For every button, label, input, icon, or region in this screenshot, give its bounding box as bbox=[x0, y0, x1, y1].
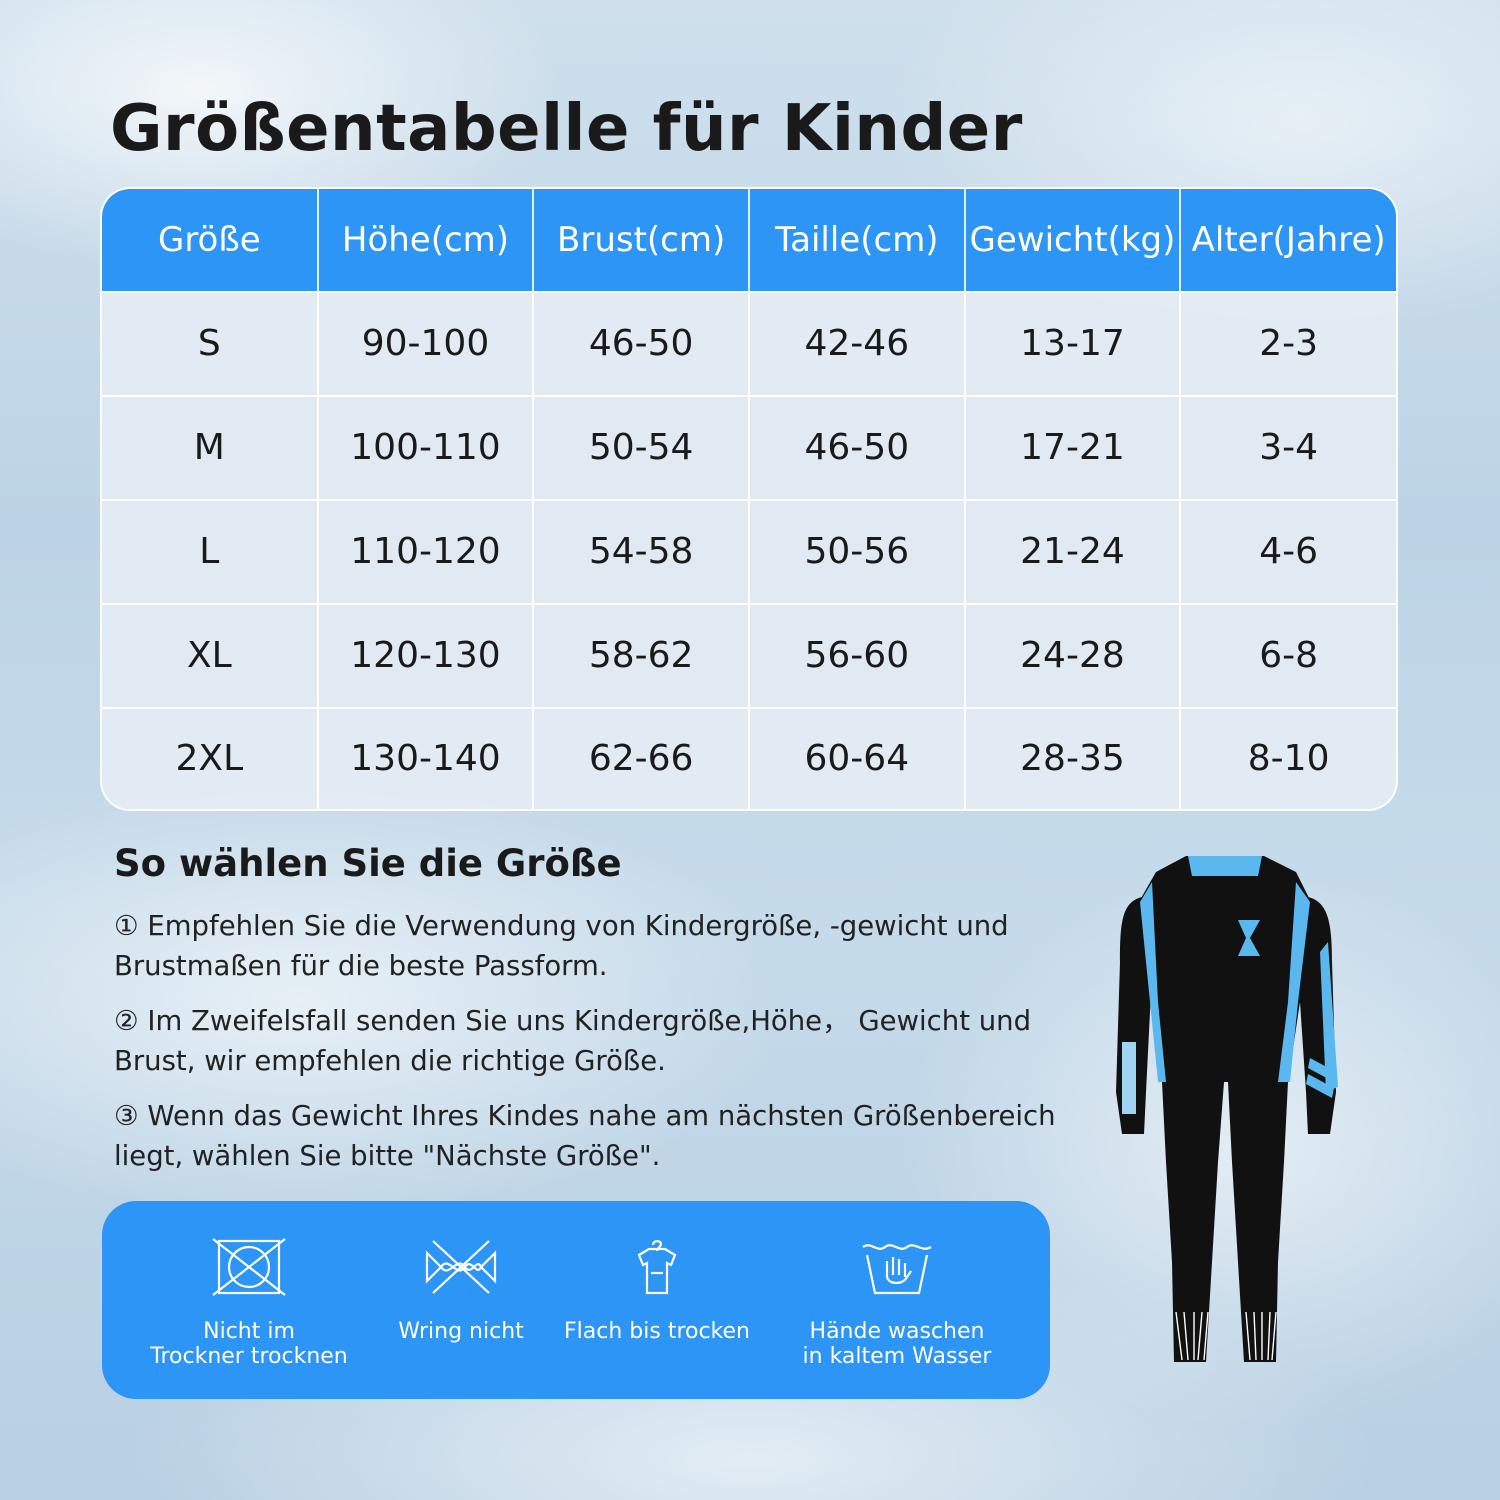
guide-item-3: ③ Wenn das Gewicht Ihres Kindes nahe am … bbox=[114, 1100, 1056, 1172]
cell-weight: 21-24 bbox=[964, 498, 1182, 604]
cell-height: 120-130 bbox=[317, 602, 535, 708]
cell-waist: 60-64 bbox=[748, 706, 966, 809]
care-item-no-wring: Wring nicht bbox=[356, 1237, 566, 1344]
guide-title: So wählen Sie die Größe bbox=[114, 842, 622, 885]
guide-item-2: ② Im Zweifelsfall senden Sie uns Kinderg… bbox=[114, 1005, 1032, 1077]
cell-size: 2XL bbox=[102, 706, 319, 809]
header-waist: Taille(cm) bbox=[748, 189, 966, 292]
cell-weight: 28-35 bbox=[964, 706, 1182, 809]
cell-chest: 50-54 bbox=[533, 394, 750, 500]
table-row: XL 120-130 58-62 56-60 24-28 6-8 bbox=[102, 602, 1396, 708]
table-row: S 90-100 46-50 42-46 13-17 2-3 bbox=[102, 291, 1396, 396]
cell-age: 3-4 bbox=[1180, 394, 1396, 500]
size-chart-table: Größe Höhe(cm) Brust(cm) Taille(cm) Gewi… bbox=[100, 187, 1398, 811]
cell-chest: 46-50 bbox=[533, 291, 750, 396]
dry-flat-icon bbox=[637, 1240, 677, 1295]
header-chest: Brust(cm) bbox=[533, 189, 750, 292]
cell-waist: 42-46 bbox=[748, 291, 966, 396]
cell-waist: 56-60 bbox=[748, 602, 966, 708]
page-title: Größentabelle für Kinder bbox=[110, 92, 1023, 166]
cell-chest: 54-58 bbox=[533, 498, 750, 604]
cell-weight: 17-21 bbox=[964, 394, 1182, 500]
header-weight: Gewicht(kg) bbox=[964, 189, 1182, 292]
table-row: M 100-110 50-54 46-50 17-21 3-4 bbox=[102, 394, 1396, 500]
care-item-hand-wash: Hände waschen in kaltem Wasser bbox=[792, 1237, 1002, 1369]
cell-chest: 58-62 bbox=[533, 602, 750, 708]
care-label-dry-flat: Flach bis trocken bbox=[564, 1319, 750, 1344]
cell-waist: 50-56 bbox=[748, 498, 966, 604]
care-item-dry-flat: Flach bis trocken bbox=[552, 1237, 762, 1344]
cell-age: 6-8 bbox=[1180, 602, 1396, 708]
cell-size: L bbox=[102, 498, 319, 604]
cell-size: XL bbox=[102, 602, 319, 708]
table-row: 2XL 130-140 62-66 60-64 28-35 8-10 bbox=[102, 706, 1396, 809]
cell-age: 4-6 bbox=[1180, 498, 1396, 604]
wetsuit-image bbox=[1116, 856, 1338, 1362]
cell-size: S bbox=[102, 291, 319, 396]
cell-size: M bbox=[102, 394, 319, 500]
header-height: Höhe(cm) bbox=[317, 189, 535, 292]
no-tumble-dry-icon bbox=[212, 1238, 286, 1296]
table-row: L 110-120 54-58 50-56 21-24 4-6 bbox=[102, 498, 1396, 604]
no-wring-icon bbox=[425, 1240, 497, 1294]
care-label-no-tumble-dry: Nicht im Trockner trocknen bbox=[150, 1319, 348, 1369]
cell-weight: 13-17 bbox=[964, 291, 1182, 396]
hand-wash-icon bbox=[862, 1244, 932, 1295]
cell-height: 130-140 bbox=[317, 706, 535, 809]
care-label-no-wring: Wring nicht bbox=[398, 1319, 524, 1344]
cell-height: 100-110 bbox=[317, 394, 535, 500]
care-instructions-panel: Nicht im Trockner trocknen Wring nicht F… bbox=[102, 1201, 1050, 1399]
cell-waist: 46-50 bbox=[748, 394, 966, 500]
cell-age: 8-10 bbox=[1180, 706, 1396, 809]
care-item-no-tumble-dry: Nicht im Trockner trocknen bbox=[144, 1237, 354, 1369]
guide-item-1: ① Empfehlen Sie die Verwendung von Kinde… bbox=[114, 910, 1009, 982]
header-age: Alter(Jahre) bbox=[1180, 189, 1396, 292]
cell-height: 90-100 bbox=[317, 291, 535, 396]
header-size: Größe bbox=[102, 189, 319, 292]
cell-chest: 62-66 bbox=[533, 706, 750, 809]
cell-age: 2-3 bbox=[1180, 291, 1396, 396]
cell-weight: 24-28 bbox=[964, 602, 1182, 708]
table-header-row: Größe Höhe(cm) Brust(cm) Taille(cm) Gewi… bbox=[102, 189, 1396, 292]
care-label-hand-wash: Hände waschen in kaltem Wasser bbox=[802, 1319, 992, 1369]
cell-height: 110-120 bbox=[317, 498, 535, 604]
brand-logo bbox=[1238, 920, 1260, 956]
